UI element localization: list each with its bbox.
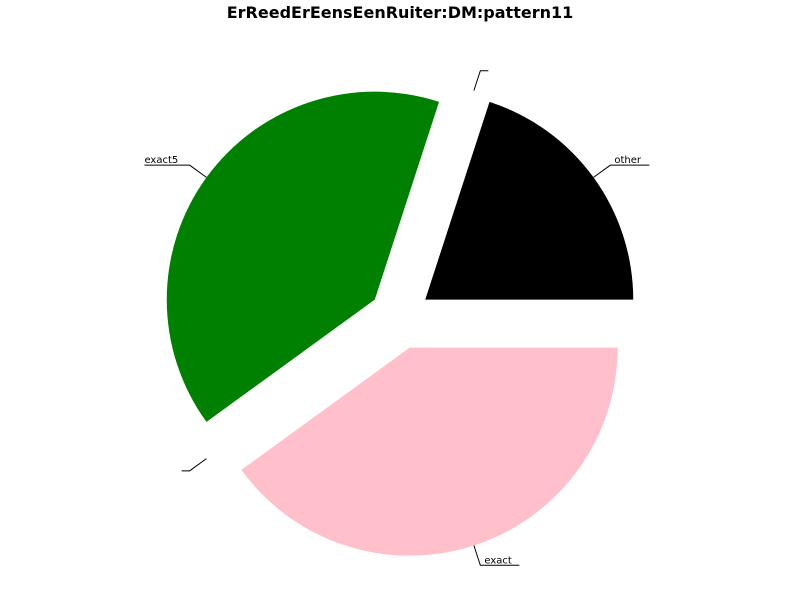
pie-slice-exact5 [166, 91, 440, 422]
slice-leader-line-1 [473, 70, 489, 91]
slice-label-exact: exact [484, 555, 512, 566]
slice-leader-line-4 [473, 545, 520, 566]
slice-leader-line-3 [181, 458, 207, 472]
pie-slice-exact [241, 347, 618, 556]
slice-label-other: other [614, 155, 642, 166]
chart-title: ErReedErEensEenRuiter:DM:pattern11 [226, 3, 574, 22]
pie-slice-other [425, 101, 634, 300]
slice-leader-line-2 [144, 164, 207, 178]
slice-leader-line-0 [593, 164, 650, 178]
slice-label-exact5: exact5 [144, 155, 178, 166]
